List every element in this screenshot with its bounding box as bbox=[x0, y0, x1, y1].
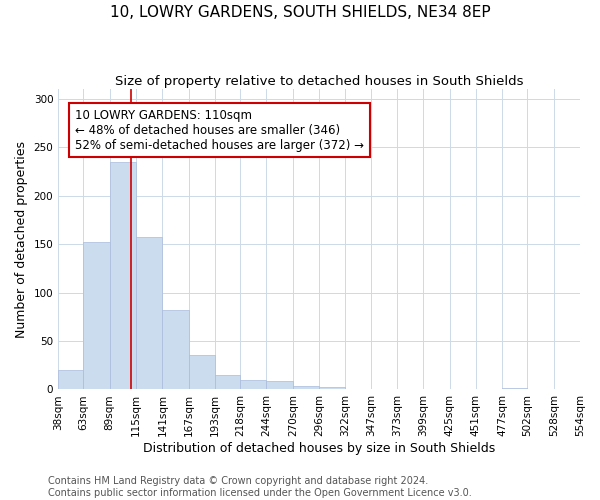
Text: Contains HM Land Registry data © Crown copyright and database right 2024.
Contai: Contains HM Land Registry data © Crown c… bbox=[48, 476, 472, 498]
Bar bbox=[293, 386, 319, 390]
Bar bbox=[136, 238, 163, 390]
Bar bbox=[240, 380, 266, 390]
Bar bbox=[266, 380, 293, 390]
X-axis label: Distribution of detached houses by size in South Shields: Distribution of detached houses by size … bbox=[143, 442, 495, 455]
Bar bbox=[502, 388, 527, 390]
Bar bbox=[58, 370, 83, 390]
Bar bbox=[163, 310, 188, 390]
Bar bbox=[188, 354, 215, 390]
Bar bbox=[110, 162, 136, 390]
Bar bbox=[319, 386, 346, 390]
Text: 10, LOWRY GARDENS, SOUTH SHIELDS, NE34 8EP: 10, LOWRY GARDENS, SOUTH SHIELDS, NE34 8… bbox=[110, 5, 490, 20]
Title: Size of property relative to detached houses in South Shields: Size of property relative to detached ho… bbox=[115, 75, 523, 88]
Bar bbox=[83, 242, 110, 390]
Text: 10 LOWRY GARDENS: 110sqm
← 48% of detached houses are smaller (346)
52% of semi-: 10 LOWRY GARDENS: 110sqm ← 48% of detach… bbox=[76, 108, 364, 152]
Y-axis label: Number of detached properties: Number of detached properties bbox=[15, 141, 28, 338]
Bar bbox=[215, 375, 240, 390]
